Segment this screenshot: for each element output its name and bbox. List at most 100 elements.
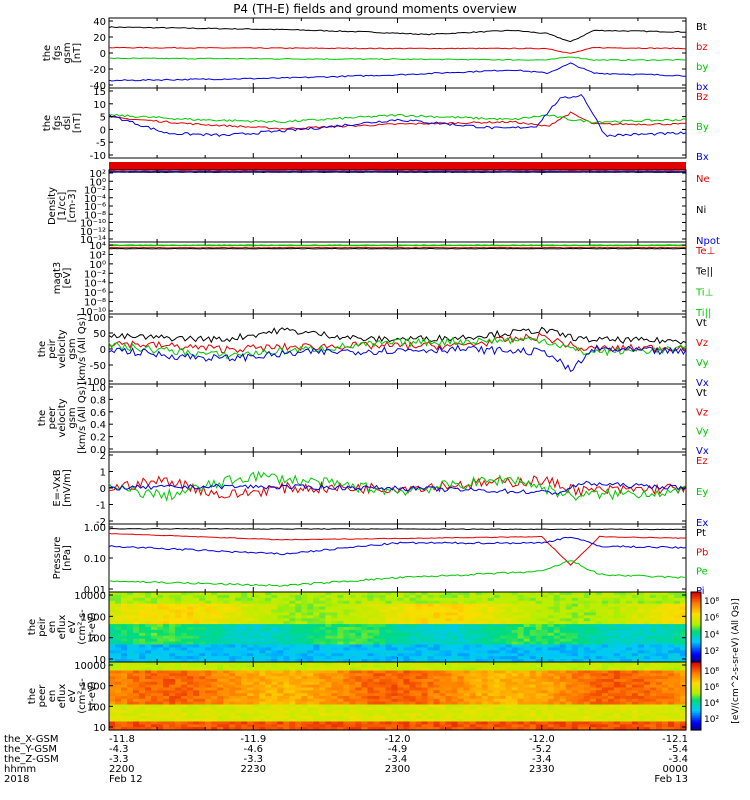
spectrogram-cell xyxy=(253,615,260,619)
spectrogram-cell xyxy=(139,603,146,608)
spectrogram-cell xyxy=(553,635,561,640)
spectrogram-cell xyxy=(271,656,278,660)
spectrogram-cell xyxy=(439,707,447,711)
spectrogram-cell xyxy=(403,647,411,651)
spectrogram-cell xyxy=(211,609,218,614)
spectrogram-cell xyxy=(337,627,345,631)
spectrogram-cell xyxy=(175,727,182,731)
spectrogram-cell xyxy=(571,715,579,720)
spectrogram-cell xyxy=(409,681,417,686)
spectrogram-cell xyxy=(505,710,513,714)
spectrogram-cell xyxy=(571,647,579,651)
spectrogram-cell xyxy=(361,693,369,697)
spectrogram-cell xyxy=(451,696,459,700)
spectrogram-cell xyxy=(283,603,290,608)
spectrogram-cell xyxy=(151,664,158,669)
spectrogram-cell xyxy=(223,629,230,634)
y-axis-label-line: [km/s (All Qs)] xyxy=(77,382,88,454)
spectrogram-cell xyxy=(337,667,345,672)
spectrogram-cell xyxy=(511,718,519,723)
spectrogram-cell xyxy=(493,609,501,614)
spectrogram-cell xyxy=(283,627,290,631)
spectrogram-cell xyxy=(427,594,435,599)
spectrogram-cell xyxy=(541,653,549,657)
spectrogram-cell xyxy=(301,704,308,708)
spectrogram-cell xyxy=(481,597,489,602)
spectrogram-cell xyxy=(145,727,152,731)
spectrogram-cell xyxy=(547,664,555,669)
spectrogram-cell xyxy=(373,681,381,686)
spectrogram-cell xyxy=(295,621,302,625)
spectrogram-cell xyxy=(415,621,423,625)
spectrogram-cell xyxy=(151,687,158,691)
spectrogram-cell xyxy=(403,659,411,663)
spectrogram-cell xyxy=(565,679,573,683)
spectrogram-cell xyxy=(259,713,266,717)
spectrogram-cell xyxy=(619,696,627,700)
spectrogram-cell xyxy=(199,679,206,683)
spectrogram-cell xyxy=(175,629,182,634)
spectrogram-cell xyxy=(319,715,326,720)
spectrogram-cell xyxy=(595,696,603,700)
spectrogram-cell xyxy=(247,727,254,731)
spectrogram-cell xyxy=(415,679,423,683)
spectrogram-cell xyxy=(115,670,122,674)
spectrogram-cell xyxy=(199,644,206,649)
spectrogram-cell xyxy=(163,606,170,611)
spectrogram-cell xyxy=(151,606,158,611)
spectrogram-cell xyxy=(457,690,465,694)
spectrogram-cell xyxy=(523,684,531,689)
spectrogram-cell xyxy=(109,627,116,631)
spectrogram-cell xyxy=(133,624,140,628)
spectrogram-cell xyxy=(565,641,573,646)
spectrogram-cell xyxy=(679,662,687,666)
spectrogram-cell xyxy=(307,627,314,631)
spectrogram-cell xyxy=(187,676,194,680)
spectrogram-cell xyxy=(331,644,338,649)
spectrogram-cell xyxy=(577,635,585,640)
spectrogram-cell xyxy=(541,624,549,628)
spectrogram-cell xyxy=(655,624,663,628)
spectrogram-cell xyxy=(217,635,224,640)
spectrogram-cell xyxy=(553,667,561,672)
spectrogram-cell xyxy=(517,629,525,634)
spectrogram-cell xyxy=(193,650,200,654)
spectrogram-cell xyxy=(469,641,477,646)
spectrogram-cell xyxy=(577,727,585,731)
spectrogram-cell xyxy=(517,696,525,700)
spectrogram-cell xyxy=(565,701,573,706)
spectrogram-cell xyxy=(565,713,573,717)
spectrogram-cell xyxy=(625,609,633,614)
spectrogram-cell xyxy=(331,724,338,728)
spectrogram-cell xyxy=(463,684,471,689)
spectrogram-cell xyxy=(595,690,603,694)
spectrogram-cell xyxy=(373,606,381,611)
spectrogram-cell xyxy=(469,656,477,660)
spectrogram-cell xyxy=(595,659,603,663)
spectrogram-cell xyxy=(373,659,381,663)
spectrogram-cell xyxy=(109,597,116,602)
spectrogram-cell xyxy=(505,659,513,663)
spectrogram-cell xyxy=(391,635,399,640)
spectrogram-cell xyxy=(313,727,320,731)
spectrogram-cell xyxy=(529,673,537,677)
spectrogram-cell xyxy=(661,603,669,608)
spectrogram-cell xyxy=(253,629,260,634)
spectrogram-cell xyxy=(331,656,338,660)
spectrogram-cell xyxy=(379,615,387,619)
series-line-Ez xyxy=(108,475,687,499)
spectrogram-cell xyxy=(289,635,296,640)
spectrogram-cell xyxy=(415,641,423,646)
spectrogram-cell xyxy=(571,718,579,723)
spectrogram-cell xyxy=(487,696,495,700)
spectrogram-cell xyxy=(679,659,687,663)
spectrogram-cell xyxy=(313,612,320,616)
spectrogram-cell xyxy=(175,627,182,631)
spectrogram-cell xyxy=(607,638,615,643)
spectrogram-cell xyxy=(667,592,675,596)
spectrogram-cell xyxy=(211,635,218,640)
spectrogram-cell xyxy=(109,629,116,634)
series-line-Bt xyxy=(108,26,686,43)
spectrogram-cell xyxy=(211,592,218,596)
spectrogram-cell xyxy=(265,594,272,599)
